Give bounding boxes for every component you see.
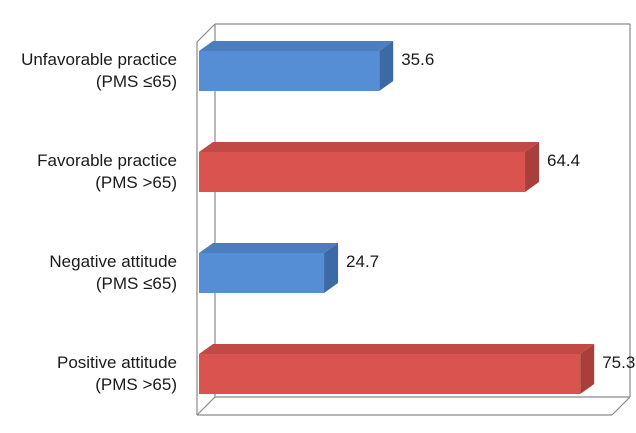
bar-front-face [199, 152, 526, 192]
frame-floor-left [196, 396, 216, 416]
bar-side-face [379, 41, 394, 91]
bar-side-face [580, 344, 595, 394]
category-label-line: Unfavorable practice [21, 50, 177, 69]
category-label-line: (PMS ≤65) [96, 72, 177, 91]
category-label: Favorable practice (PMS >65) [37, 151, 177, 192]
category-label-line: Negative attitude [49, 252, 177, 271]
value-label: 64.4 [547, 151, 580, 170]
category-label-line: Favorable practice [37, 151, 177, 170]
value-label: 35.6 [401, 50, 434, 69]
bar-top-face [199, 41, 394, 51]
bar-2 [199, 142, 540, 192]
value-labels-group: 35.6 64.4 24.7 75.3 [346, 50, 635, 372]
bar-top-face [199, 243, 339, 253]
bars-group [199, 41, 595, 394]
category-label-line: (PMS ≤65) [96, 274, 177, 293]
category-label: Unfavorable practice (PMS ≤65) [21, 50, 177, 91]
category-label: Positive attitude (PMS >65) [57, 353, 177, 394]
bar-4 [199, 344, 595, 394]
frame-floor-right [611, 396, 631, 416]
category-label-line: (PMS >65) [95, 173, 177, 192]
bar-1 [199, 41, 394, 91]
category-labels-group: Unfavorable practice (PMS ≤65) Favorable p… [21, 50, 177, 394]
bar-front-face [199, 51, 380, 91]
bar-side-face [324, 243, 339, 293]
bar-top-face [199, 344, 595, 354]
bar-top-face [199, 142, 540, 152]
bar-front-face [199, 253, 325, 293]
category-label: Negative attitude (PMS ≤65) [49, 252, 177, 293]
bar-front-face [199, 354, 581, 394]
value-label: 24.7 [346, 252, 379, 271]
category-label-line: Positive attitude [57, 353, 177, 372]
frame-top-left-depth [196, 23, 216, 43]
bar-3 [199, 243, 339, 293]
bar-side-face [525, 142, 540, 192]
category-label-line: (PMS >65) [95, 375, 177, 394]
value-label: 75.3 [602, 353, 635, 372]
